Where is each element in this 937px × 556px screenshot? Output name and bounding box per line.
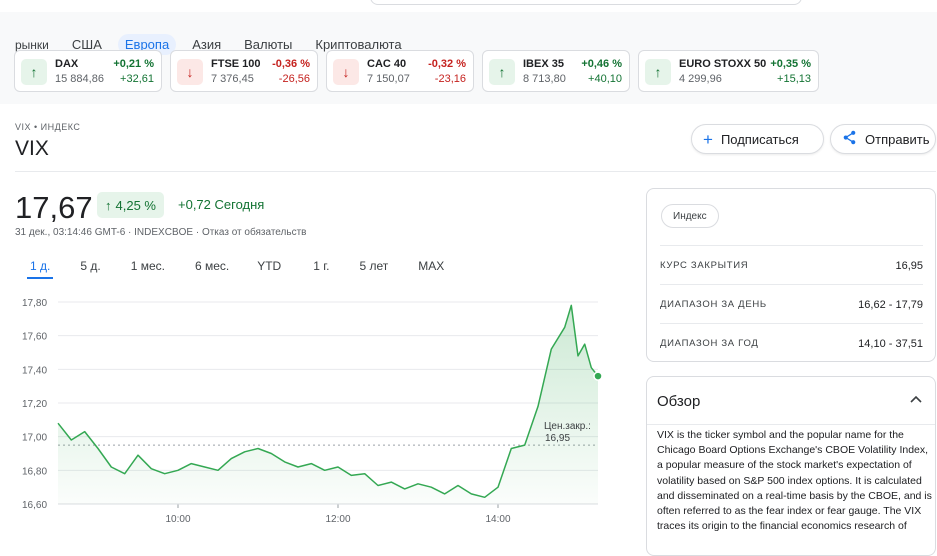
index-change-pct: -0,32 %	[428, 58, 466, 70]
index-change-pct: -0,36 %	[272, 58, 310, 70]
index-card[interactable]: ↑ IBEX 35 8 713,80 +0,46 % +40,10	[482, 50, 630, 92]
y-tick-label: 17,60	[22, 332, 47, 343]
arrow-up-icon: ↑	[489, 59, 515, 85]
x-tick-label: 14:00	[485, 514, 510, 525]
previous-close-value: 16,95	[545, 433, 570, 444]
stat-row: ДИАПАЗОН ЗА ДЕНЬ 16,62 - 17,79	[660, 284, 923, 324]
range-5d[interactable]: 5 д.	[80, 259, 101, 273]
index-change-pct: +0,21 %	[113, 58, 154, 70]
overview-panel: Обзор VIX is the ticker symbol and the p…	[646, 376, 936, 556]
stat-label: ДИАПАЗОН ЗА ДЕНЬ	[660, 299, 767, 310]
x-tick-label: 10:00	[165, 514, 190, 525]
stat-label: ДИАПАЗОН ЗА ГОД	[660, 338, 759, 349]
overview-title: Обзор	[657, 393, 701, 410]
index-price: 7 150,07	[367, 73, 410, 85]
index-change-pct: +0,35 %	[770, 58, 811, 70]
share-icon	[842, 130, 857, 148]
index-change: -23,16	[434, 73, 466, 85]
change-pct: 4,25 %	[115, 197, 156, 213]
subscribe-label: Подписаться	[720, 131, 799, 147]
stat-row: ДИАПАЗОН ЗА ГОД 14,10 - 37,51	[660, 323, 923, 363]
index-change: +40,10	[588, 73, 622, 85]
last-price-dot	[593, 371, 603, 381]
subscribe-button[interactable]: + Подписаться	[691, 124, 824, 154]
index-change: +32,61	[120, 73, 154, 85]
change-badge: ↑ 4,25 %	[97, 192, 164, 218]
share-button[interactable]: Отправить	[830, 124, 936, 154]
y-tick-label: 17,40	[22, 365, 47, 376]
price-line	[57, 304, 599, 499]
change-today: +0,72 Сегодня	[178, 197, 265, 212]
price-chart[interactable]: 17,80 17,60 17,40 17,20 17,00 16,80 16,60 10:00…	[0, 288, 620, 528]
index-card[interactable]: ↓ FTSE 100 7 376,45 -0,36 % -26,56	[170, 50, 318, 92]
y-tick-label: 17,80	[22, 298, 47, 309]
arrow-down-icon: ↓	[177, 59, 203, 85]
stat-value: 14,10 - 37,51	[858, 337, 923, 350]
tab-europe[interactable]: Европа	[117, 34, 177, 55]
index-price: 8 713,80	[523, 73, 566, 85]
header-divider	[15, 171, 936, 172]
range-1m[interactable]: 1 мес.	[130, 259, 165, 273]
chevron-up-icon[interactable]	[909, 391, 923, 407]
index-name: DAX	[55, 58, 79, 70]
range-6m[interactable]: 6 мес.	[194, 259, 230, 273]
arrow-up-icon: ↑	[645, 59, 671, 85]
index-card[interactable]: ↑ EURO STOXX 50 4 299,96 +0,35 % +15,13	[638, 50, 819, 92]
stat-label: КУРС ЗАКРЫТИЯ	[660, 260, 749, 271]
index-name: CAC 40	[367, 58, 407, 70]
page-title: VIX	[15, 137, 49, 160]
y-tick-label: 17,20	[22, 399, 47, 410]
breadcrumb: VIX • ИНДЕКС	[15, 122, 81, 132]
index-cards: ↑ DAX 15 884,86 +0,21 % +32,61 ↓ FTSE 10…	[14, 50, 819, 92]
index-price: 4 299,96	[679, 73, 722, 85]
index-name: IBEX 35	[523, 58, 564, 70]
current-price: 17,67	[15, 190, 93, 225]
type-tag: Индекс	[661, 204, 719, 228]
range-max[interactable]: MAX	[418, 259, 445, 273]
price-area	[58, 305, 598, 504]
plus-icon: +	[703, 129, 713, 149]
share-label: Отправить	[865, 131, 930, 147]
tab-usa[interactable]: США	[71, 37, 102, 52]
stat-value: 16,62 - 17,79	[858, 298, 923, 311]
stat-value: 16,95	[895, 259, 923, 272]
y-tick-label: 16,60	[22, 500, 47, 511]
stat-row: КУРС ЗАКРЫТИЯ 16,95	[660, 245, 923, 285]
tab-crypto[interactable]: Криптовалюта	[315, 37, 402, 52]
tab-asia[interactable]: Азия	[192, 37, 222, 52]
overview-divider	[647, 424, 935, 425]
index-price: 15 884,86	[55, 73, 104, 85]
arrow-up-icon: ↑	[105, 197, 112, 213]
index-change: +15,13	[777, 73, 811, 85]
tab-currencies[interactable]: Валюты	[244, 37, 293, 52]
arrow-down-icon: ↓	[333, 59, 359, 85]
stats-panel: Индекс КУРС ЗАКРЫТИЯ 16,95 ДИАПАЗОН ЗА Д…	[646, 188, 936, 362]
index-card[interactable]: ↓ CAC 40 7 150,07 -0,32 % -23,16	[326, 50, 474, 92]
index-name: FTSE 100	[211, 58, 261, 70]
market-tabs: рынки США Европа Азия Валюты Криптовалют…	[15, 34, 418, 55]
overview-text: VIX is the ticker symbol and the popular…	[657, 429, 932, 533]
range-1y[interactable]: 1 г.	[313, 259, 330, 273]
index-change-pct: +0,46 %	[581, 58, 622, 70]
y-tick-label: 17,00	[22, 433, 47, 444]
previous-close-label: Цен.закр.:	[544, 421, 591, 432]
range-selector: 1 д. 5 д. 1 мес. 6 мес. YTD 1 г. 5 лет M…	[27, 258, 447, 279]
x-tick-label: 12:00	[325, 514, 350, 525]
y-tick-label: 16,80	[22, 466, 47, 477]
quote-meta: 31 дек., 03:14:46 GMT-6 · INDEXCBOE · От…	[15, 227, 307, 238]
range-ytd[interactable]: YTD	[257, 259, 282, 273]
search-bar-edge[interactable]	[370, 0, 802, 5]
index-card[interactable]: ↑ DAX 15 884,86 +0,21 % +32,61	[14, 50, 162, 92]
arrow-up-icon: ↑	[21, 59, 47, 85]
index-price: 7 376,45	[211, 73, 254, 85]
index-name: EURO STOXX 50	[679, 58, 767, 70]
range-1d[interactable]: 1 д.	[27, 258, 54, 279]
tab-markets[interactable]: рынки	[15, 37, 49, 52]
index-change: -26,56	[278, 73, 310, 85]
range-5y[interactable]: 5 лет	[359, 259, 389, 273]
